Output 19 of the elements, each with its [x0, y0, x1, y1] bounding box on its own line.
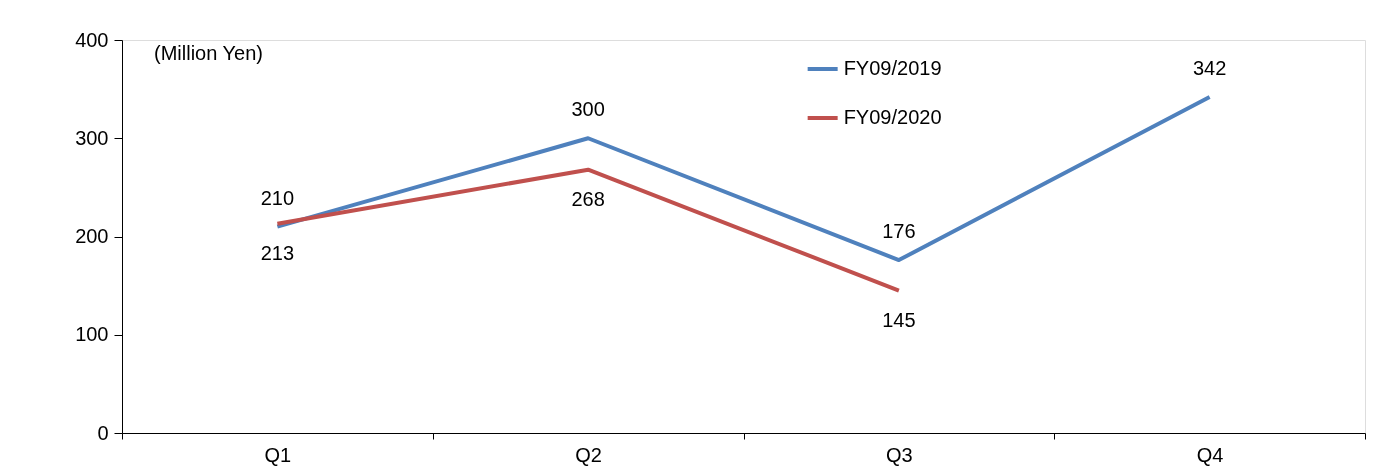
legend-label: FY09/2020 — [843, 106, 942, 128]
y-tick-label: 200 — [75, 225, 109, 247]
data-label: 145 — [882, 308, 916, 331]
y-tick-label: 300 — [75, 126, 109, 149]
data-label: 213 — [260, 241, 295, 264]
data-label: 268 — [571, 187, 605, 210]
data-label: 300 — [571, 98, 605, 121]
x-tick-label: Q2 — [575, 443, 602, 466]
data-label: 176 — [882, 220, 916, 243]
x-tick-label: Q1 — [264, 443, 292, 466]
x-tick-label: Q3 — [886, 443, 913, 466]
legend-label: FY09/2019 — [843, 57, 942, 79]
y-tick-label: 100 — [75, 323, 109, 346]
data-label: 210 — [260, 186, 295, 209]
data-label: 342 — [1192, 56, 1227, 79]
y-tick-label: 400 — [75, 28, 109, 51]
y-axis-title: (Million Yen) — [154, 42, 263, 64]
x-tick-label: Q4 — [1196, 443, 1224, 466]
y-tick-label: 0 — [97, 421, 109, 444]
